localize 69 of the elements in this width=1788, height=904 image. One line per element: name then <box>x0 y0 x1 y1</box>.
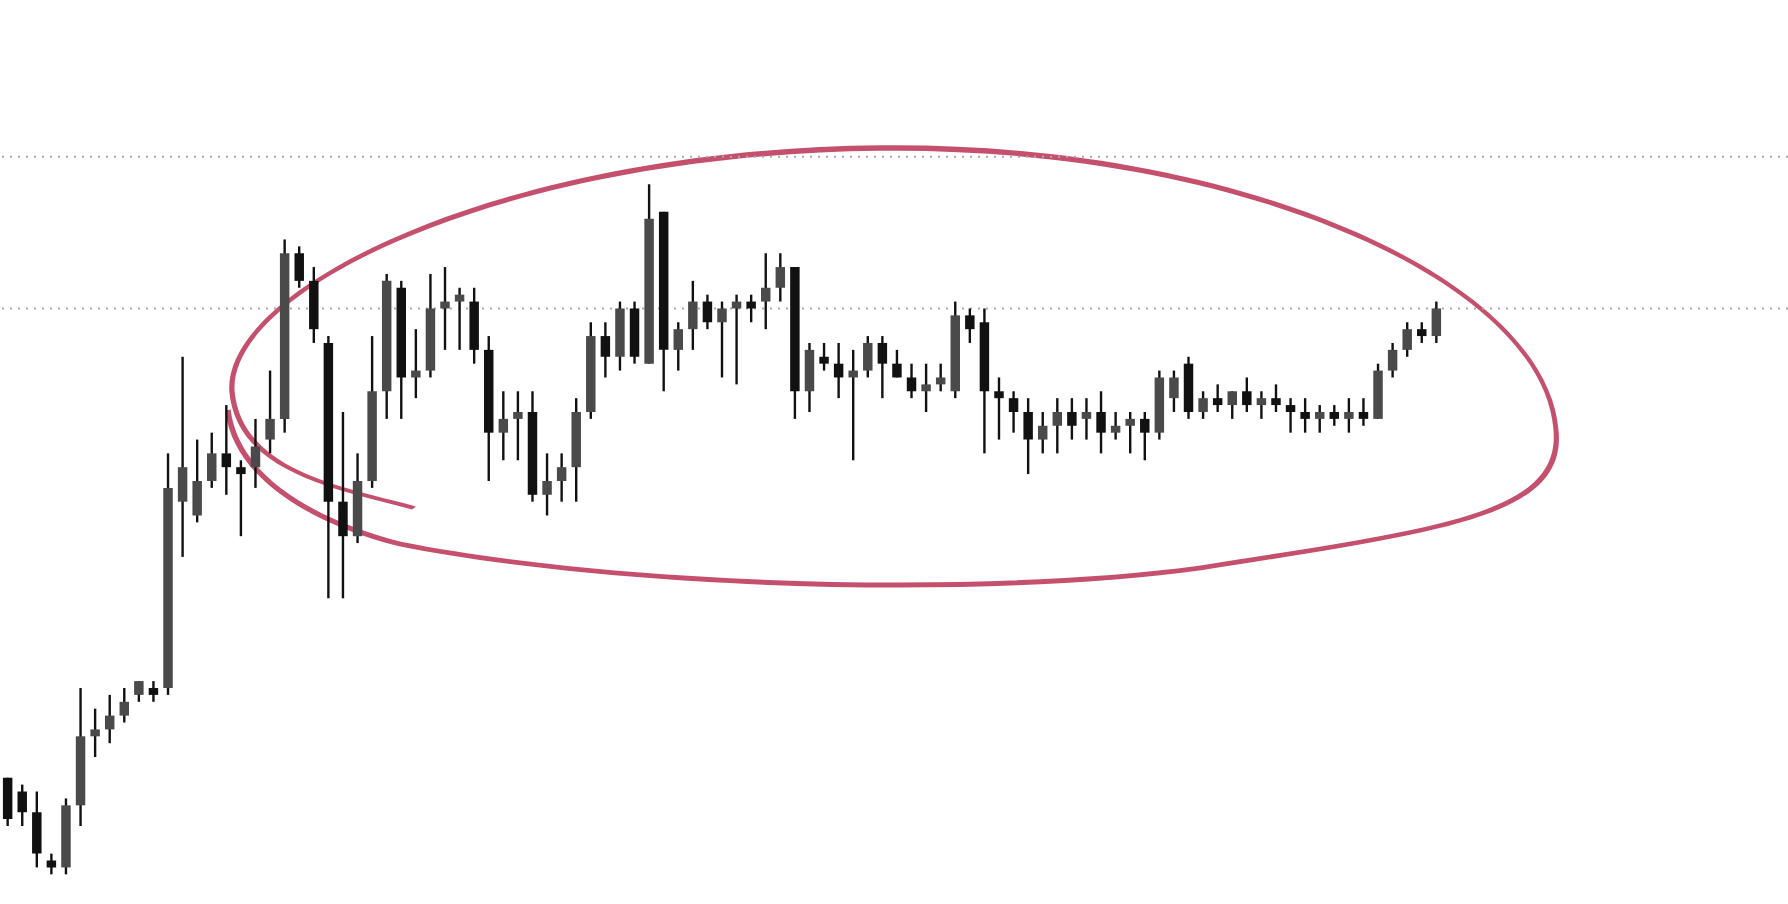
candlestick <box>775 252 786 303</box>
candlestick <box>1256 390 1267 421</box>
candlestick <box>1212 383 1223 414</box>
candlestick <box>1125 410 1135 455</box>
candlestick <box>1300 396 1310 434</box>
candlestick <box>863 334 873 379</box>
candlestick <box>1285 396 1296 434</box>
candlestick <box>965 307 975 345</box>
candlestick <box>17 783 27 828</box>
candlestick <box>673 321 683 372</box>
candlestick <box>1271 383 1281 414</box>
candlestick <box>1329 403 1340 427</box>
candlestick <box>1023 396 1033 476</box>
candlestick <box>207 431 217 490</box>
candlestick <box>1037 410 1048 455</box>
candlestick <box>265 369 275 455</box>
candlestick <box>192 438 202 524</box>
candlestick <box>294 245 304 289</box>
candlestick <box>556 452 567 503</box>
candlestick <box>921 362 931 414</box>
candlestick <box>148 679 159 704</box>
candlestick <box>717 300 727 379</box>
candlestick <box>1402 321 1412 358</box>
candlestick <box>236 459 246 538</box>
candlestick <box>1227 390 1237 421</box>
candlestick <box>804 341 815 414</box>
candlestick <box>2 776 13 828</box>
candlestick <box>906 362 917 400</box>
candlestick <box>250 417 261 490</box>
candlestick <box>134 679 144 704</box>
candlestick <box>1387 341 1398 379</box>
candlestick <box>411 327 421 400</box>
candlestick <box>177 355 188 559</box>
candlestick <box>688 279 698 352</box>
candlestick <box>1417 321 1427 345</box>
candlestick <box>1169 369 1179 414</box>
candlestick <box>1140 410 1150 462</box>
candlestick <box>761 252 771 331</box>
candlestick <box>440 265 450 352</box>
candlestick <box>848 348 858 462</box>
candlestick <box>32 790 42 869</box>
candlestick <box>454 286 465 352</box>
candlestick <box>1198 390 1208 421</box>
candlestick <box>90 707 100 759</box>
candlestick <box>513 390 523 462</box>
candlestick <box>498 390 509 462</box>
candlestick <box>1096 390 1106 455</box>
candlestick <box>1242 376 1252 414</box>
candlestick <box>542 452 552 517</box>
candlestick <box>1081 396 1092 441</box>
candlestick <box>746 293 756 324</box>
candlestick <box>600 321 611 379</box>
candlestick <box>338 410 348 600</box>
candlestick <box>221 403 232 496</box>
candlestick <box>877 334 888 400</box>
candlestick <box>994 376 1004 441</box>
candlestick <box>935 362 946 393</box>
candlestick <box>892 348 902 379</box>
candlestick <box>1358 396 1369 427</box>
candlestick <box>1344 396 1354 434</box>
candlestick <box>1067 396 1077 441</box>
candlestick <box>1314 403 1325 434</box>
candlestick <box>1431 300 1442 345</box>
candlestick <box>702 293 713 331</box>
candlestick <box>1052 396 1063 455</box>
candlestick <box>819 341 829 372</box>
candlestick <box>1008 390 1019 434</box>
candlestick <box>1110 410 1121 441</box>
candlestick <box>119 686 130 724</box>
